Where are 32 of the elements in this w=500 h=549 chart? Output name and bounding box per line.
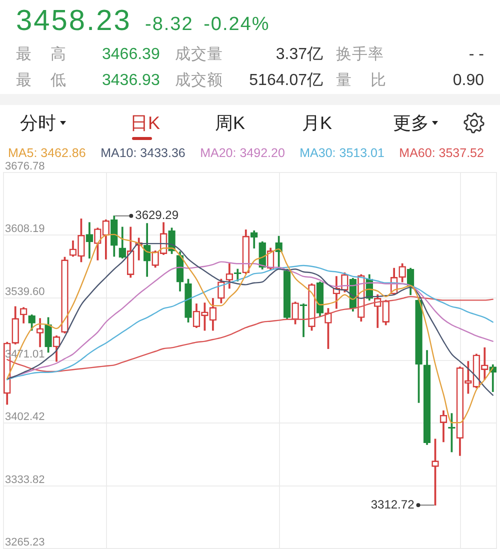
- text: 3436.93: [102, 71, 160, 91]
- annotation: 3629.29: [135, 208, 179, 222]
- text: 5164.07亿: [249, 71, 323, 91]
- text: MA30: 3513.01: [300, 146, 384, 160]
- text: 3.37亿: [276, 45, 323, 65]
- text: 成交额: [175, 71, 223, 91]
- annotation: 3312.72: [370, 497, 415, 512]
- text: 日K: [130, 112, 160, 134]
- chart-title: 3458.23: [16, 5, 132, 37]
- text: 最 高: [16, 45, 66, 65]
- chart-subtitle: -8.32 -0.24%: [145, 14, 270, 36]
- text: 最 低: [16, 71, 66, 91]
- text: 3466.39: [102, 45, 160, 65]
- text: MA20: 3492.20: [200, 146, 285, 160]
- y-tick-label: 3676.78: [5, 160, 45, 173]
- text: - -: [468, 45, 484, 65]
- y-tick-label: 3539.60: [5, 286, 45, 298]
- text: MA10: 3433.36: [100, 146, 186, 160]
- text: MA60: 3537.52: [399, 146, 484, 160]
- y-tick-label: 3402.42: [5, 411, 45, 424]
- y-tick-label: 3608.19: [5, 223, 45, 236]
- text: 更多: [393, 112, 429, 134]
- text: MA5: 3462.86: [8, 146, 86, 160]
- text: 换手率: [336, 45, 384, 65]
- y-tick-label: 3265.23: [5, 536, 45, 549]
- y-tick-label: 3333.82: [5, 474, 45, 486]
- text: 成交量: [175, 45, 223, 65]
- text: 月K: [302, 112, 332, 134]
- text: 分时: [20, 112, 56, 134]
- text: 周K: [215, 112, 246, 134]
- text: 0.90: [452, 71, 484, 91]
- text: 量 比: [336, 71, 386, 91]
